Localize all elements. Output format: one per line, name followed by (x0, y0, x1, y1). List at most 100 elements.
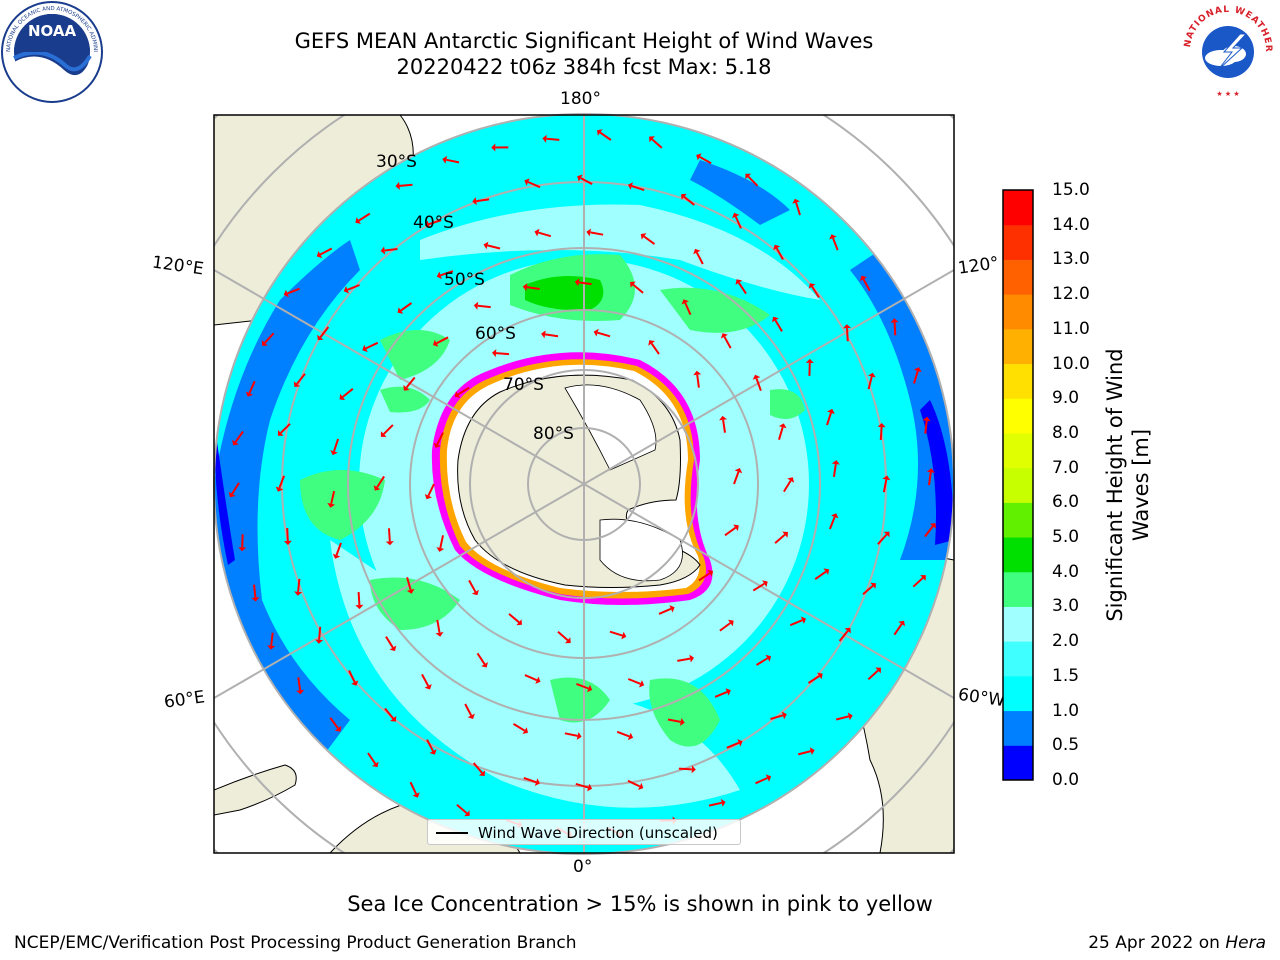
colorbar-band (1003, 224, 1033, 260)
wind-arrow-head (429, 749, 437, 755)
wind-arrow-head (773, 244, 781, 251)
wind-arrow (426, 739, 434, 752)
colorbar-tick-label: 5.0 (1052, 527, 1080, 548)
wind-arrow (599, 131, 612, 141)
wind-arrow-head (522, 283, 528, 292)
wind-arrow-head (781, 711, 787, 720)
wind-arrow-head (649, 136, 655, 143)
wind-arrow-head (228, 491, 236, 498)
colorbar-band (1003, 571, 1033, 607)
wind-arrow (913, 370, 919, 384)
wind-arrow-head (245, 391, 253, 397)
wind-arrow-head (283, 540, 292, 545)
wind-arrow (747, 175, 759, 187)
wind-arrow (683, 196, 695, 206)
wind-arrow (576, 682, 589, 690)
wind-arrow-head (728, 619, 734, 627)
wind-arrow-head (577, 174, 583, 182)
wind-arrow (580, 177, 593, 185)
wind-arrow-head (808, 283, 816, 289)
map-frame (213, 114, 955, 854)
lat-label-40s: 40°S (413, 213, 454, 233)
wind-arrow (436, 336, 449, 345)
wind-arrow-head (627, 732, 634, 741)
chart-subtitle: 20220422 t06z 384h fcst Max: 5.18 (396, 55, 772, 79)
wind-arrow (774, 319, 783, 332)
wind-arrow (726, 741, 740, 749)
wind-arrow (838, 630, 849, 642)
wind-arrow-head (294, 591, 303, 596)
wind-arrow-head (339, 393, 346, 401)
wind-arrow (335, 542, 342, 556)
wind-arrow (789, 619, 803, 627)
map-legend: Wind Wave Direction (unscaled) (427, 819, 741, 845)
colorbar-tick-label: 12.0 (1052, 284, 1090, 305)
wind-arrow-head (831, 513, 839, 519)
wind-arrow-head (406, 588, 415, 594)
wind-arrow-head (920, 575, 926, 581)
wind-arrow-head (926, 468, 935, 473)
colorbar-band (1003, 467, 1033, 503)
colorbar-tick-label: 6.0 (1052, 492, 1080, 513)
wind-arrow-head (397, 307, 404, 314)
wind-arrow (733, 471, 740, 485)
colorbar-band (1003, 294, 1033, 330)
colorbar-band (1003, 363, 1033, 399)
wind-arrow-head (327, 502, 336, 508)
wind-arrow-head (472, 197, 477, 206)
wind-arrow-head (680, 718, 685, 726)
colorbar-tick-label: 11.0 (1052, 318, 1090, 339)
wind-arrow-head (343, 286, 349, 294)
colorbar-band (1003, 328, 1033, 365)
wind-arrow-head (817, 672, 823, 680)
wind-arrow (811, 285, 820, 299)
wind-arrow (296, 373, 306, 385)
wind-arrow (708, 801, 722, 807)
wind-arrow-head (792, 198, 800, 204)
wind-arrow (807, 675, 820, 684)
wind-arrow (928, 472, 932, 486)
wind-arrow (867, 669, 879, 681)
wind-arrow-head (720, 333, 728, 339)
wind-arrow (476, 198, 490, 203)
wind-arrow-head (355, 217, 361, 224)
colorbar-tick-label: 7.0 (1052, 457, 1080, 478)
wind-arrow-head (355, 604, 364, 610)
wind-arrow-head (296, 689, 305, 695)
colorbar-band (1003, 537, 1033, 573)
wind-arrow-head (435, 632, 444, 637)
wind-arrow (231, 482, 240, 495)
wind-arrow-head (890, 318, 899, 323)
wind-arrow (862, 278, 871, 292)
colorbar-band (1003, 675, 1033, 712)
wind-arrow (832, 237, 839, 251)
wind-arrow (578, 281, 592, 286)
wind-arrow (468, 579, 477, 593)
wind-arrow-head (771, 316, 779, 323)
wind-arrow (376, 475, 385, 488)
wind-arrow-head (442, 155, 448, 164)
wind-arrow-head (315, 639, 324, 644)
colorbar-tick-label: 1.5 (1052, 665, 1080, 686)
wind-arrow-head (373, 485, 381, 491)
wind-arrow (783, 480, 792, 493)
lat-label-30s: 30°S (376, 152, 417, 172)
wind-arrow (248, 380, 256, 394)
wind-arrow (388, 528, 391, 542)
wind-arrow-head (425, 220, 430, 228)
wind-wave-direction-arrows (228, 129, 937, 838)
wind-arrow (524, 674, 538, 682)
wind-arrow (384, 248, 398, 252)
wind-arrow (609, 630, 623, 637)
wind-arrow-head (882, 475, 891, 481)
wind-arrow (590, 231, 604, 236)
wind-arrow-head (829, 234, 837, 240)
wind-arrow (456, 803, 468, 814)
wind-arrow-head (732, 212, 740, 219)
colorbar-tick-label: 1.0 (1052, 700, 1080, 721)
wind-arrow-head (576, 732, 582, 740)
wind-arrow-head (479, 770, 486, 776)
wind-arrow-head (735, 279, 743, 285)
wind-arrow-head (734, 468, 743, 474)
lat-label-80s: 80°S (533, 424, 574, 444)
